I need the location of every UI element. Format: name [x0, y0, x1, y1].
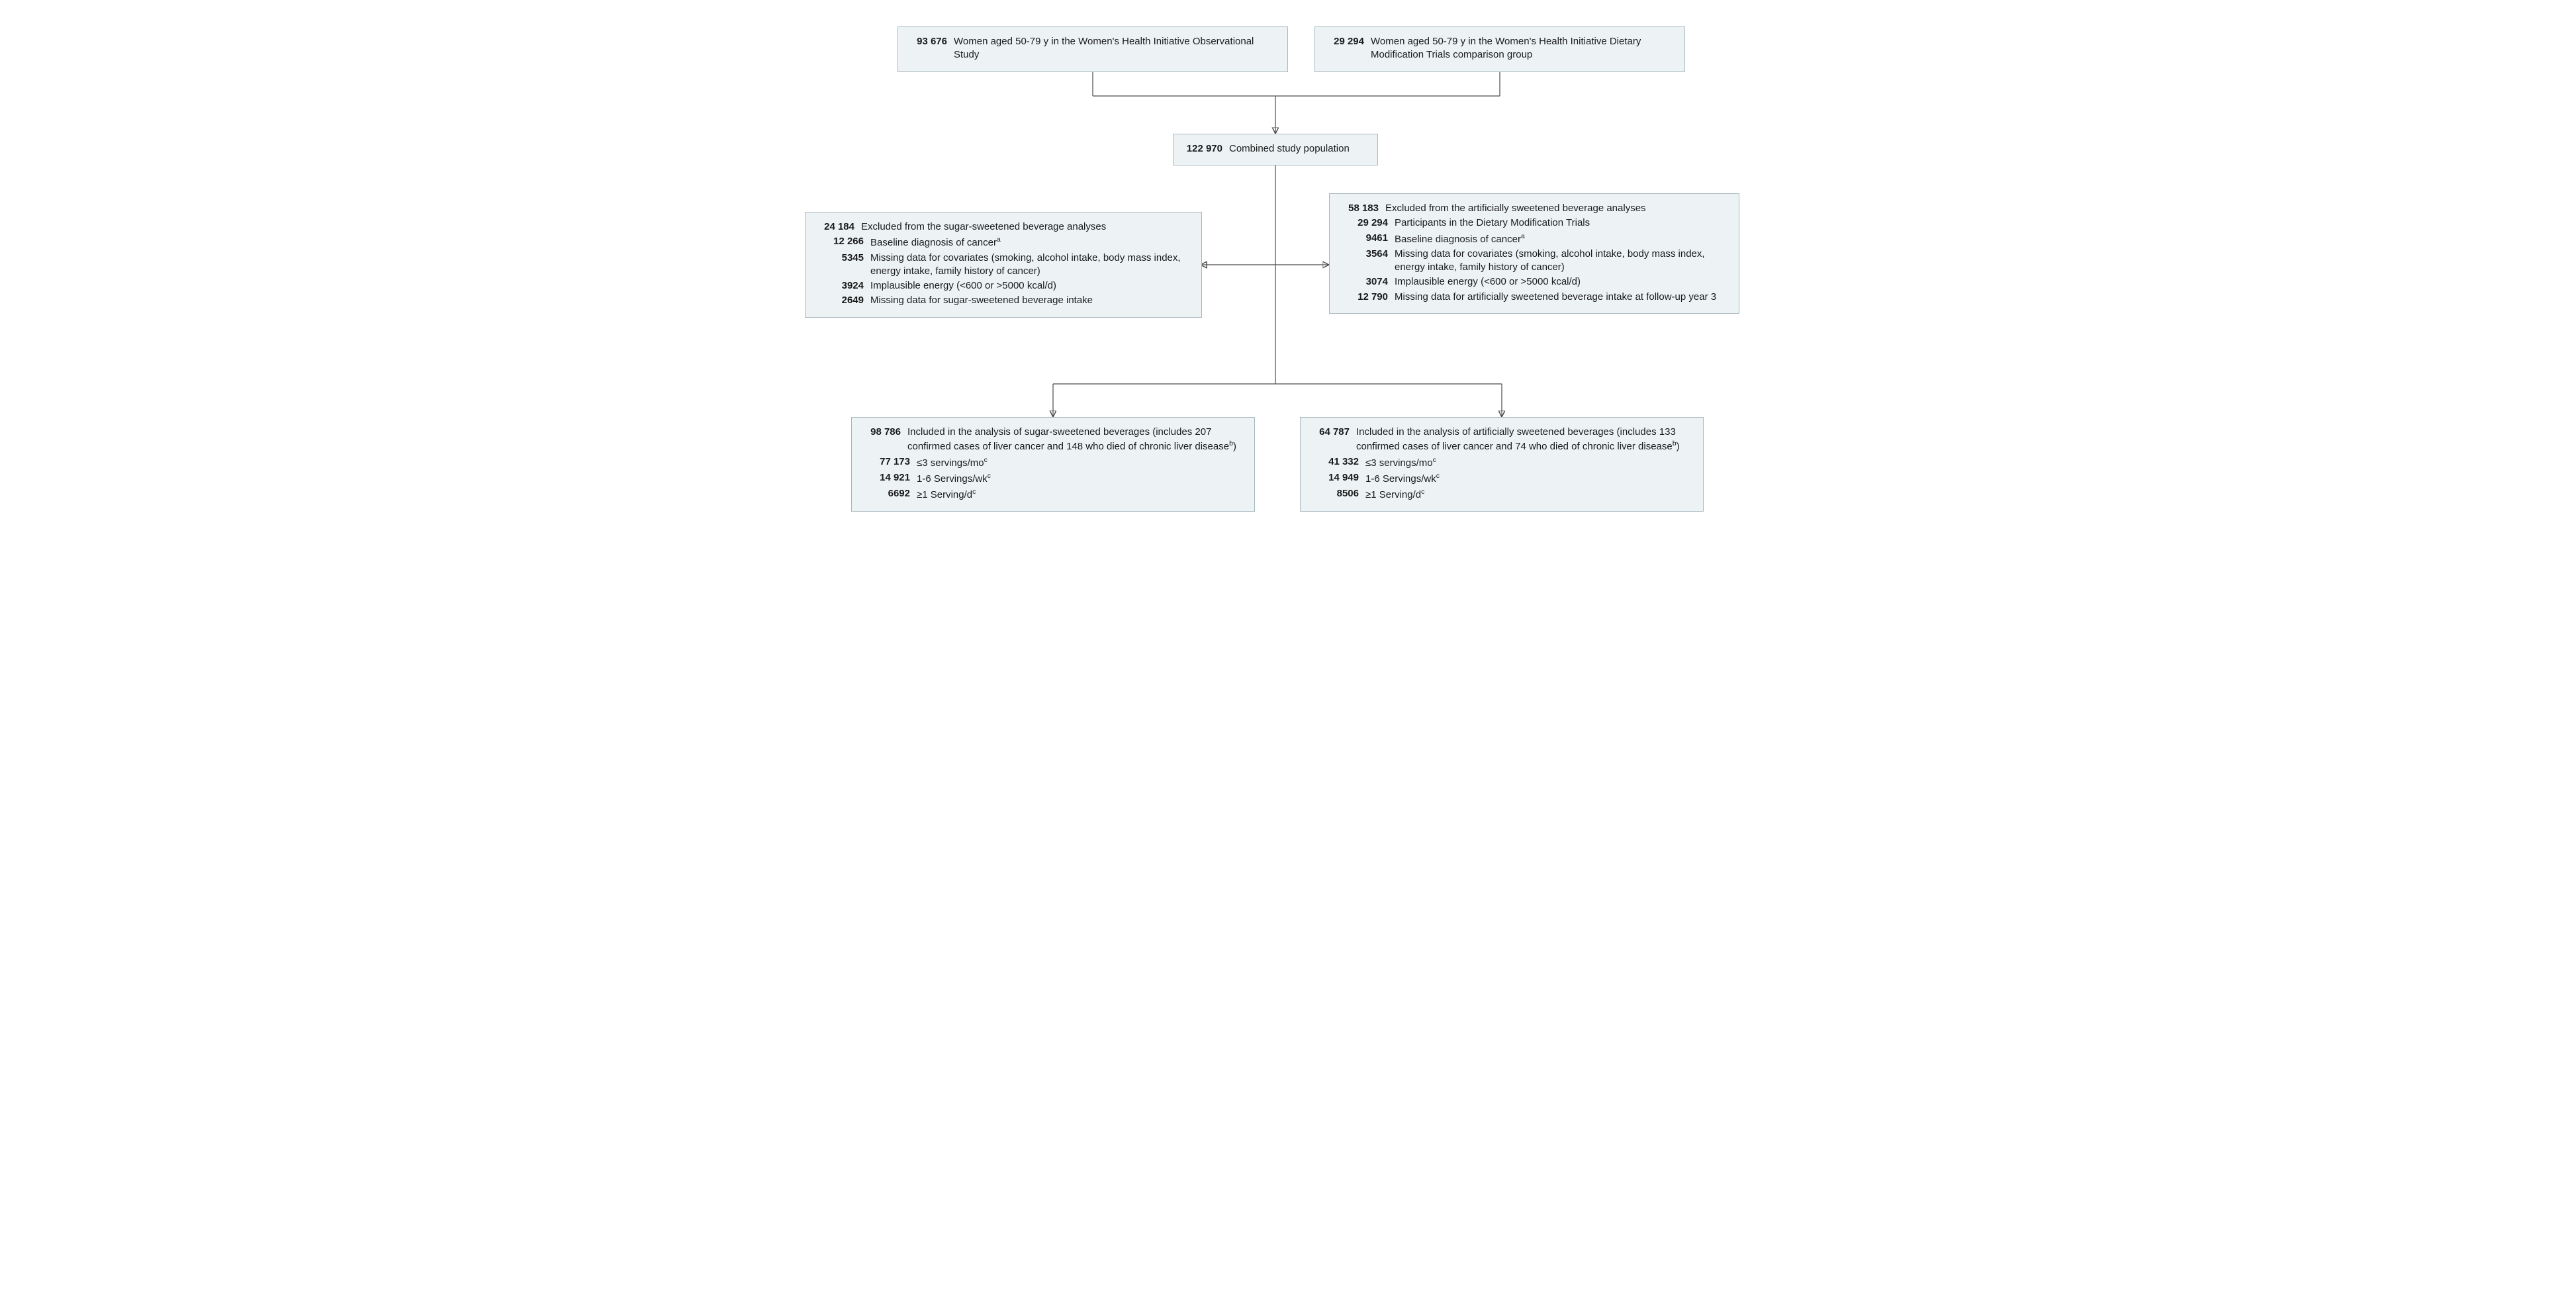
- list-item: 12 790Missing data for artificially swee…: [1348, 291, 1729, 304]
- label: Missing data for covariates (smoking, al…: [870, 252, 1192, 279]
- node-observational-study: 93 676 Women aged 50-79 y in the Women's…: [897, 26, 1288, 72]
- node-combined-population: 122 970 Combined study population: [1173, 134, 1378, 165]
- list-item: 29 294Participants in the Dietary Modifi…: [1348, 216, 1729, 230]
- list-item: 9461Baseline diagnosis of cancera: [1348, 232, 1729, 246]
- label: Participants in the Dietary Modification…: [1395, 216, 1729, 230]
- flowchart-canvas: 93 676 Women aged 50-79 y in the Women's…: [792, 20, 1784, 629]
- node-excluded-asb: 58 183 Excluded from the artificially sw…: [1329, 193, 1739, 314]
- label: 1-6 Servings/wkc: [917, 471, 1245, 486]
- list-item: 14 9491-6 Servings/wkc: [1319, 471, 1694, 486]
- count: 122 970: [1183, 142, 1229, 156]
- label: ≤3 servings/moc: [1365, 455, 1694, 470]
- count: 41 332: [1319, 455, 1365, 469]
- connector-lines: [792, 20, 1784, 629]
- count: 93 676: [907, 35, 954, 48]
- list-item: 5345Missing data for covariates (smoking…: [824, 252, 1192, 279]
- count: 14 949: [1319, 471, 1365, 485]
- label: ≥1 Serving/dc: [917, 487, 1245, 502]
- count: 3924: [824, 279, 870, 293]
- count: 2649: [824, 294, 870, 307]
- count: 6692: [870, 487, 917, 500]
- label: Excluded from the artificially sweetened…: [1385, 202, 1729, 215]
- count: 58 183: [1339, 202, 1385, 215]
- list-item: 12 266Baseline diagnosis of cancera: [824, 235, 1192, 250]
- count: 3564: [1348, 248, 1395, 261]
- node-excluded-ssb: 24 184 Excluded from the sugar-sweetened…: [805, 212, 1202, 318]
- label: 1-6 Servings/wkc: [1365, 471, 1694, 486]
- label: Combined study population: [1229, 142, 1368, 156]
- label: Baseline diagnosis of cancera: [870, 235, 1192, 250]
- list-item: 14 9211-6 Servings/wkc: [870, 471, 1245, 486]
- label: Baseline diagnosis of cancera: [1395, 232, 1729, 246]
- count: 9461: [1348, 232, 1395, 245]
- label: Implausible energy (<600 or >5000 kcal/d…: [870, 279, 1192, 293]
- count: 29 294: [1348, 216, 1395, 230]
- list-item: 77 173≤3 servings/moc: [870, 455, 1245, 470]
- count: 5345: [824, 252, 870, 265]
- label: Women aged 50-79 y in the Women's Health…: [1371, 35, 1675, 62]
- list-item: 3564Missing data for covariates (smoking…: [1348, 248, 1729, 275]
- list-item: 2649Missing data for sugar-sweetened bev…: [824, 294, 1192, 307]
- node-included-asb: 64 787 Included in the analysis of artif…: [1300, 417, 1704, 512]
- label: Missing data for artificially sweetened …: [1395, 291, 1729, 304]
- list-item: 3074Implausible energy (<600 or >5000 kc…: [1348, 275, 1729, 289]
- label: Included in the analysis of sugar-sweete…: [907, 426, 1245, 454]
- label: Missing data for covariates (smoking, al…: [1395, 248, 1729, 275]
- label: ≤3 servings/moc: [917, 455, 1245, 470]
- label: Excluded from the sugar-sweetened bevera…: [861, 220, 1192, 234]
- list-item: 8506≥1 Serving/dc: [1319, 487, 1694, 502]
- count: 8506: [1319, 487, 1365, 500]
- label: Women aged 50-79 y in the Women's Health…: [954, 35, 1278, 62]
- count: 12 790: [1348, 291, 1395, 304]
- label: Missing data for sugar-sweetened beverag…: [870, 294, 1192, 307]
- node-included-ssb: 98 786 Included in the analysis of sugar…: [851, 417, 1255, 512]
- label: ≥1 Serving/dc: [1365, 487, 1694, 502]
- list-item: 41 332≤3 servings/moc: [1319, 455, 1694, 470]
- label: Implausible energy (<600 or >5000 kcal/d…: [1395, 275, 1729, 289]
- count: 14 921: [870, 471, 917, 485]
- label: Included in the analysis of artificially…: [1356, 426, 1694, 454]
- list-item: 6692≥1 Serving/dc: [870, 487, 1245, 502]
- count: 12 266: [824, 235, 870, 248]
- count: 64 787: [1310, 426, 1356, 439]
- list-item: 3924Implausible energy (<600 or >5000 kc…: [824, 279, 1192, 293]
- count: 98 786: [861, 426, 907, 439]
- count: 3074: [1348, 275, 1395, 289]
- count: 24 184: [815, 220, 861, 234]
- count: 77 173: [870, 455, 917, 469]
- count: 29 294: [1324, 35, 1371, 48]
- node-dietary-trials: 29 294 Women aged 50-79 y in the Women's…: [1314, 26, 1685, 72]
